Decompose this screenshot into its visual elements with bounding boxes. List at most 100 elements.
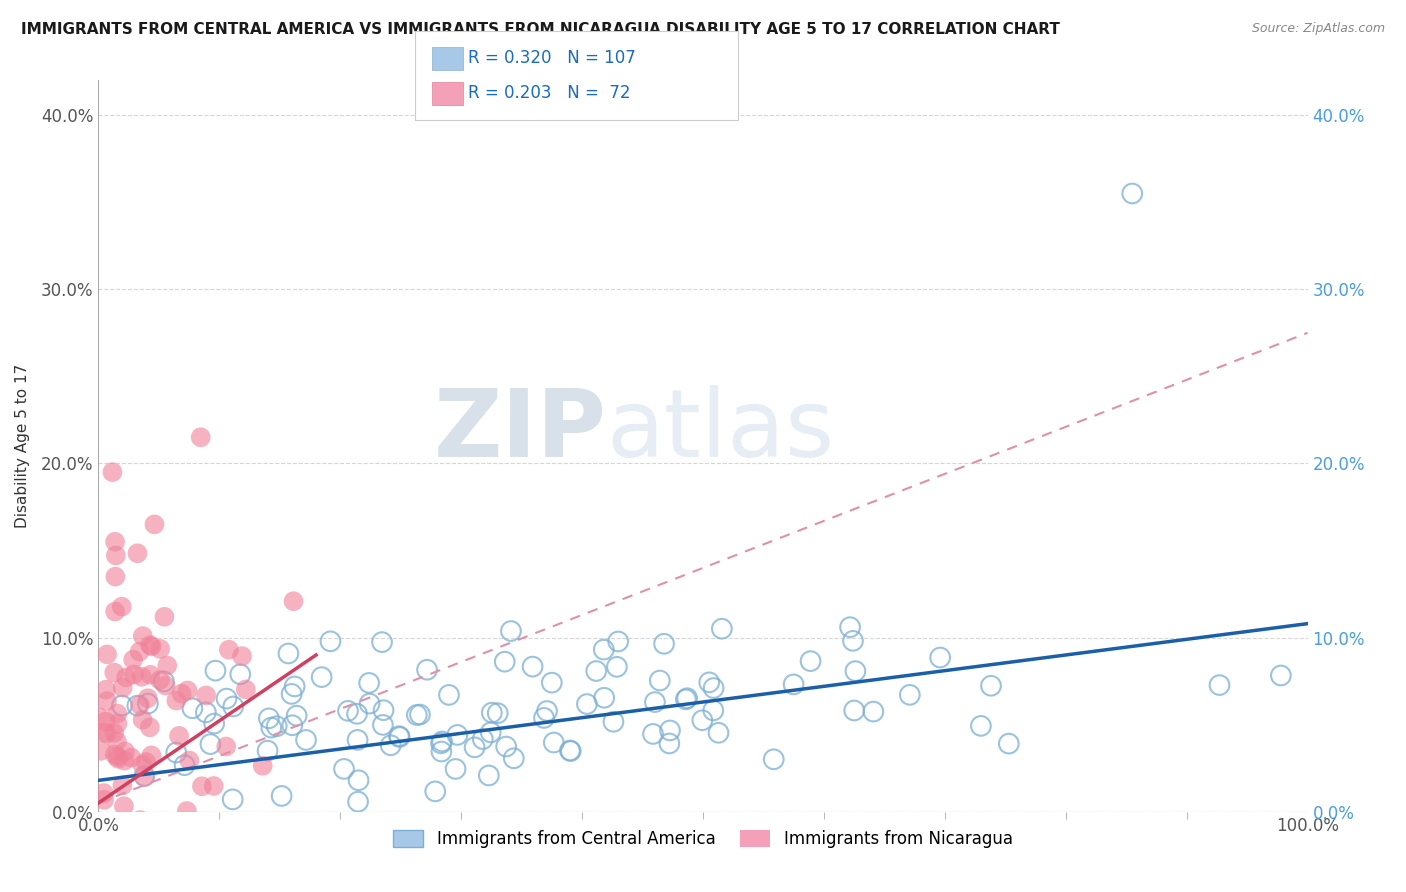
Point (782, 677, 804, 691)
Point (359, 676, 381, 690)
Point (231, 649, 253, 664)
Point (179, 754, 201, 768)
Text: Source: ZipAtlas.com: Source: ZipAtlas.com (1251, 22, 1385, 36)
Point (575, 697, 598, 711)
Point (319, 634, 342, 648)
Point (153, 674, 176, 689)
Point (710, 622, 733, 636)
Point (388, 729, 411, 743)
Point (202, 716, 225, 731)
Point (430, 745, 453, 759)
Point (359, 697, 381, 711)
Point (658, 736, 681, 750)
Point (200, 737, 222, 751)
Point (115, 670, 138, 684)
Point (181, 701, 204, 715)
Point (93, 793, 115, 807)
Point (471, 732, 494, 747)
Point (762, 752, 785, 766)
Point (533, 711, 555, 725)
Point (122, 653, 145, 667)
Point (862, 705, 884, 719)
Point (120, 750, 142, 764)
Y-axis label: Disability Age 5 to 17: Disability Age 5 to 17 (15, 364, 30, 528)
Point (141, 640, 163, 654)
Point (641, 727, 664, 741)
Point (481, 706, 503, 720)
Point (543, 735, 565, 749)
Point (131, 713, 153, 727)
Point (602, 714, 624, 729)
Point (260, 721, 283, 735)
Point (103, 665, 125, 680)
Point (295, 733, 318, 747)
Point (170, 687, 193, 701)
Point (607, 634, 630, 648)
Point (257, 711, 280, 725)
Point (502, 751, 524, 765)
Point (405, 708, 427, 723)
Text: R = 0.203   N =  72: R = 0.203 N = 72 (468, 85, 631, 103)
Point (105, 735, 128, 749)
Point (311, 670, 333, 684)
Point (215, 691, 238, 706)
Point (388, 730, 411, 744)
Point (644, 695, 666, 709)
Point (593, 690, 616, 705)
Point (409, 707, 432, 722)
Point (839, 620, 862, 634)
Point (139, 668, 162, 682)
Point (425, 784, 447, 798)
Point (191, 779, 214, 793)
Point (194, 706, 217, 720)
Point (283, 594, 305, 608)
Point (218, 642, 240, 657)
Point (139, 720, 162, 734)
Point (127, 698, 149, 713)
Point (131, 757, 153, 772)
Text: R = 0.320   N = 107: R = 0.320 N = 107 (468, 49, 636, 67)
Legend: Immigrants from Central America, Immigrants from Nicaragua: Immigrants from Central America, Immigra… (387, 823, 1019, 855)
Point (111, 681, 134, 695)
Point (105, 716, 128, 731)
Point (111, 779, 134, 793)
Point (114, 745, 136, 759)
Point (90, 744, 112, 758)
Point (176, 683, 198, 698)
Point (101, 465, 124, 479)
Point (430, 734, 453, 748)
Point (221, 792, 243, 806)
Point (104, 569, 127, 583)
Point (380, 739, 402, 753)
Point (495, 739, 517, 754)
Point (560, 744, 582, 758)
Point (256, 744, 278, 758)
Point (540, 675, 562, 690)
Point (522, 659, 544, 673)
Point (104, 605, 127, 619)
Point (333, 762, 356, 776)
Point (204, 664, 226, 678)
Point (167, 729, 190, 743)
Point (202, 779, 225, 793)
Point (96, 648, 118, 662)
Point (898, 688, 921, 702)
Point (132, 629, 155, 643)
Point (111, 698, 134, 713)
Point (215, 739, 238, 754)
Point (371, 718, 394, 732)
Point (155, 679, 177, 693)
Point (585, 664, 607, 678)
Point (929, 650, 952, 665)
Point (136, 697, 159, 711)
Point (96, 694, 118, 708)
Point (478, 768, 501, 782)
Point (127, 546, 149, 560)
Point (165, 746, 187, 760)
Point (703, 681, 725, 695)
Point (558, 743, 581, 757)
Point (1208, 678, 1230, 692)
Point (446, 728, 468, 742)
Point (222, 699, 245, 714)
Point (592, 642, 614, 657)
